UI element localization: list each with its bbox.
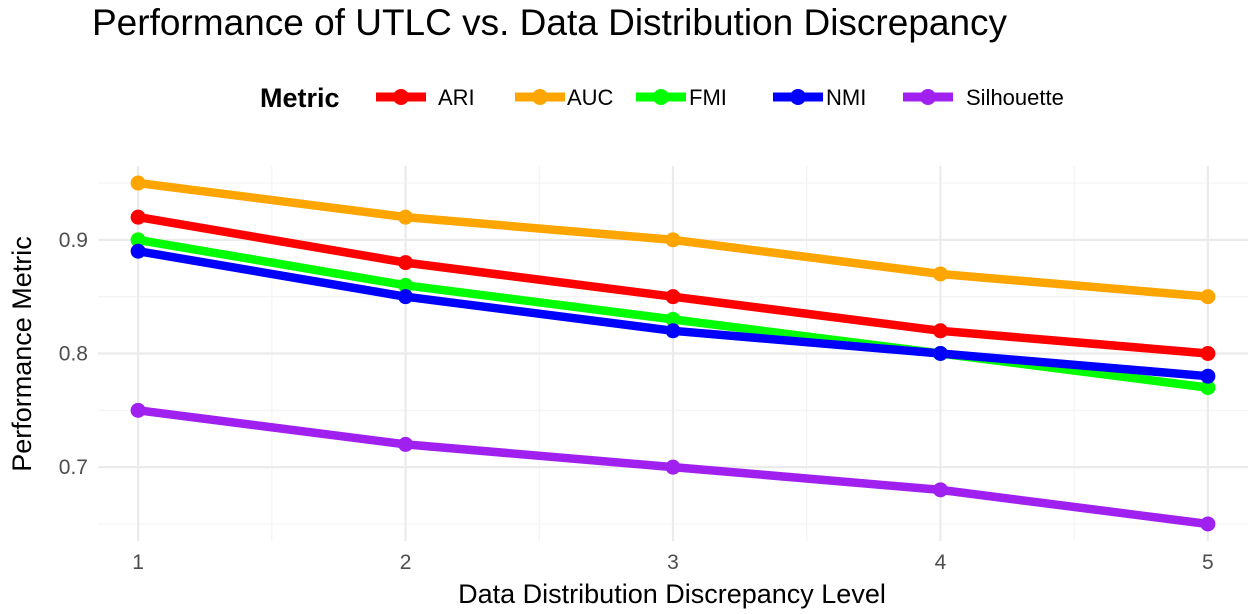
x-tick-label: 3 bbox=[667, 551, 679, 574]
chart-title: Performance of UTLC vs. Data Distributio… bbox=[92, 2, 1008, 43]
data-point-silhouette bbox=[665, 459, 681, 475]
y-tick-label: 0.9 bbox=[59, 229, 88, 252]
data-point-fmi bbox=[130, 232, 146, 248]
data-point-ari bbox=[665, 289, 681, 305]
legend-label-auc: AUC bbox=[567, 85, 614, 110]
legend-key-point-silhouette bbox=[920, 89, 936, 105]
data-point-ari bbox=[130, 209, 146, 225]
tick-labels: 1 2 3 4 5 0.7 0.8 0.9 bbox=[59, 229, 1214, 574]
data-point-nmi bbox=[665, 323, 681, 339]
data-point-fmi bbox=[1200, 380, 1216, 396]
data-point-nmi bbox=[398, 289, 414, 305]
data-point-auc bbox=[665, 232, 681, 248]
data-point-silhouette bbox=[398, 436, 414, 452]
data-point-auc bbox=[1200, 289, 1216, 305]
data-point-silhouette bbox=[1200, 516, 1216, 532]
x-tick-label: 1 bbox=[132, 551, 144, 574]
data-point-silhouette bbox=[130, 402, 146, 418]
y-tick-label: 0.7 bbox=[59, 456, 88, 479]
data-point-nmi bbox=[130, 243, 146, 259]
data-point-fmi bbox=[665, 311, 681, 327]
x-tick-label: 5 bbox=[1202, 551, 1214, 574]
data-point-ari bbox=[398, 255, 414, 271]
data-point-nmi bbox=[932, 346, 948, 361]
y-tick-label: 0.8 bbox=[59, 343, 88, 366]
data-point-silhouette bbox=[932, 482, 948, 498]
legend-title: Metric bbox=[260, 83, 340, 113]
data-point-ari bbox=[1200, 346, 1216, 361]
data-point-auc bbox=[932, 266, 948, 282]
data-point-nmi bbox=[1200, 368, 1216, 384]
legend-key-point-auc bbox=[532, 89, 548, 105]
legend-label-fmi: FMI bbox=[689, 85, 727, 110]
legend-label-ari: ARI bbox=[438, 85, 475, 110]
legend-key-point-nmi bbox=[790, 89, 806, 105]
data-point-auc bbox=[398, 209, 414, 225]
x-tick-label: 4 bbox=[935, 551, 947, 574]
legend-key-point-ari bbox=[393, 89, 409, 105]
legend-key-point-fmi bbox=[653, 89, 669, 105]
x-axis-title: Data Distribution Discrepancy Level bbox=[458, 579, 886, 609]
data-point-fmi bbox=[398, 277, 414, 293]
legend-label-silhouette: Silhouette bbox=[966, 85, 1064, 110]
data-point-ari bbox=[932, 323, 948, 339]
legend-label-nmi: NMI bbox=[826, 85, 866, 110]
legend: Metric ARI AUC FMI NMI Silhouette bbox=[260, 83, 1064, 113]
grid bbox=[98, 166, 1248, 541]
x-tick-label: 2 bbox=[400, 551, 412, 574]
y-axis-title: Performance Metric bbox=[7, 236, 37, 472]
data-points bbox=[130, 175, 1216, 532]
data-point-auc bbox=[130, 175, 146, 191]
